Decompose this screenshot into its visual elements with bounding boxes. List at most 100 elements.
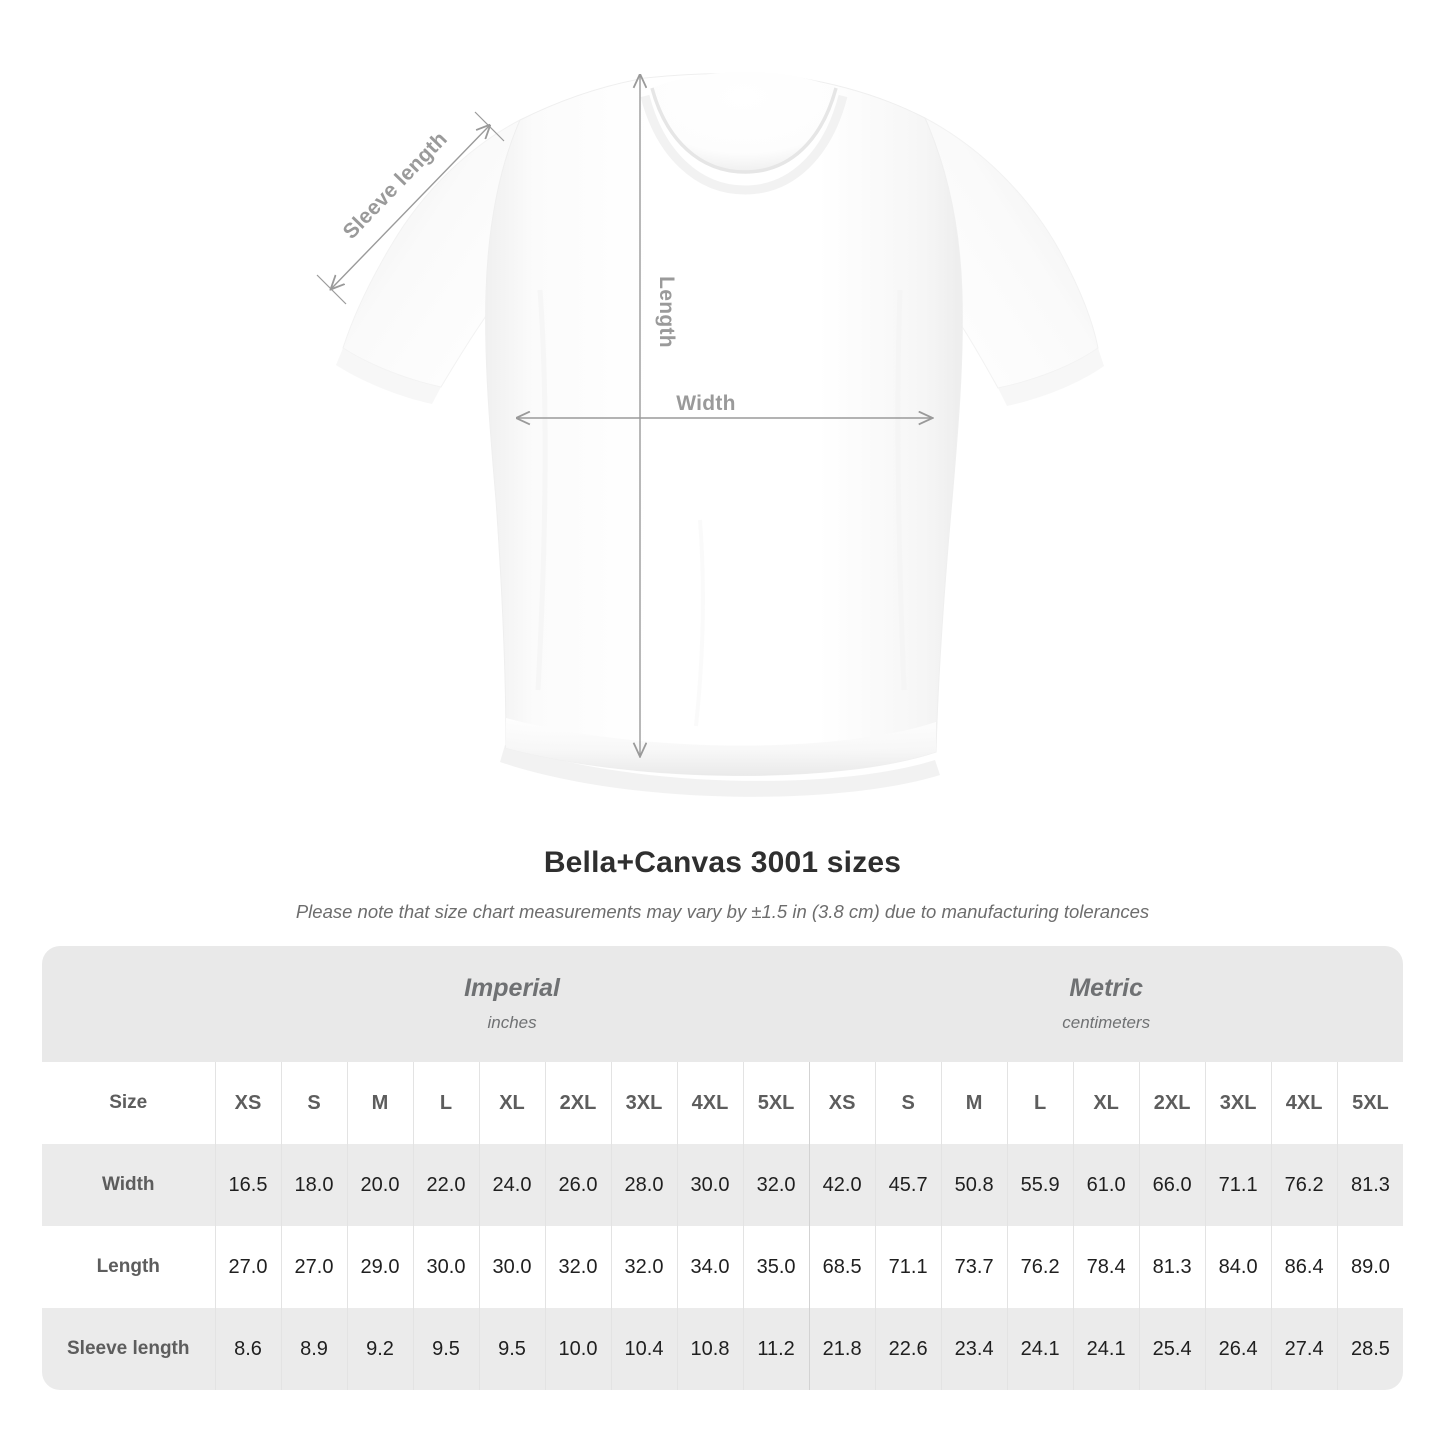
size-chart-table: Imperial inches Metric centimeters Size XS S M L… bbox=[42, 946, 1404, 1390]
collar-opening bbox=[652, 72, 836, 172]
cell-width-imperial-m: 20.0 bbox=[346, 1144, 413, 1226]
cell-width-metric-2xl: 66.0 bbox=[1138, 1144, 1206, 1226]
title-block: Bella+Canvas 3001 sizes Please note that… bbox=[0, 845, 1445, 923]
cell-length-metric-m: 73.7 bbox=[940, 1226, 1008, 1308]
column-header-metric-2xl: 2XL bbox=[1138, 1062, 1206, 1144]
column-header-metric-s: S bbox=[874, 1062, 942, 1144]
cell-sleeve-length-metric-2xl: 25.4 bbox=[1138, 1308, 1206, 1390]
table-row: Width 16.5 18.0 20.0 22.0 24.0 26.0 28.0 30.0 32.… bbox=[42, 1144, 1404, 1226]
right-sleeve-hem bbox=[998, 348, 1104, 406]
collar-rib-outer bbox=[640, 94, 848, 195]
unit-group-sub: centimeters bbox=[1062, 1013, 1151, 1033]
column-header-metric-l: L bbox=[1006, 1062, 1074, 1144]
unit-group-imperial: Imperial inches bbox=[215, 946, 810, 1062]
bottom-hem bbox=[506, 718, 936, 776]
cell-length-imperial-3xl: 32.0 bbox=[610, 1226, 677, 1308]
unit-header-row: Imperial inches Metric centimeters bbox=[42, 946, 1404, 1062]
cell-width-metric-l: 55.9 bbox=[1006, 1144, 1074, 1226]
width-label: Width bbox=[676, 392, 736, 415]
cell-sleeve-length-imperial-3xl: 10.4 bbox=[610, 1308, 677, 1390]
column-header-imperial-m: M bbox=[346, 1062, 413, 1144]
column-header-metric-xs: XS bbox=[808, 1062, 876, 1144]
column-header-metric-3xl: 3XL bbox=[1204, 1062, 1272, 1144]
cell-length-metric-s: 71.1 bbox=[874, 1226, 942, 1308]
cell-length-imperial-s: 27.0 bbox=[280, 1226, 347, 1308]
cell-sleeve-length-imperial-2xl: 10.0 bbox=[544, 1308, 611, 1390]
cell-width-imperial-3xl: 28.0 bbox=[610, 1144, 677, 1226]
cell-sleeve-length-imperial-5xl: 11.2 bbox=[742, 1308, 810, 1390]
column-header-metric-xl: XL bbox=[1072, 1062, 1140, 1144]
sleeve-tick-top bbox=[474, 111, 505, 142]
cell-sleeve-length-imperial-4xl: 10.8 bbox=[676, 1308, 743, 1390]
left-sleeve-hem bbox=[336, 348, 441, 404]
cell-length-imperial-5xl: 35.0 bbox=[742, 1226, 810, 1308]
unit-group-metric: Metric centimeters bbox=[809, 946, 1404, 1062]
cell-width-metric-5xl: 81.3 bbox=[1336, 1144, 1404, 1226]
column-header-imperial-3xl: 3XL bbox=[610, 1062, 677, 1144]
cell-sleeve-length-imperial-l: 9.5 bbox=[412, 1308, 479, 1390]
column-header-imperial-xs: XS bbox=[214, 1062, 281, 1144]
cell-length-imperial-l: 30.0 bbox=[412, 1226, 479, 1308]
cell-length-imperial-xs: 27.0 bbox=[214, 1226, 281, 1308]
cell-sleeve-length-imperial-m: 9.2 bbox=[346, 1308, 413, 1390]
cell-sleeve-length-metric-l: 24.1 bbox=[1006, 1308, 1074, 1390]
cell-length-imperial-4xl: 34.0 bbox=[676, 1226, 743, 1308]
cell-length-metric-xl: 78.4 bbox=[1072, 1226, 1140, 1308]
shirt-body bbox=[485, 73, 963, 777]
fold-right bbox=[895, 289, 907, 691]
column-header-imperial-2xl: 2XL bbox=[544, 1062, 611, 1144]
right-sleeve bbox=[921, 117, 1099, 389]
sleeve-tick-bottom bbox=[316, 274, 347, 305]
row-label-sleeve-length: Sleeve length bbox=[42, 1308, 215, 1390]
cell-sleeve-length-imperial-xs: 8.6 bbox=[214, 1308, 281, 1390]
cell-width-metric-xl: 61.0 bbox=[1072, 1144, 1140, 1226]
cell-length-metric-5xl: 89.0 bbox=[1336, 1226, 1404, 1308]
cell-sleeve-length-imperial-xl: 9.5 bbox=[478, 1308, 545, 1390]
cell-width-imperial-2xl: 26.0 bbox=[544, 1144, 611, 1226]
cell-sleeve-length-metric-4xl: 27.4 bbox=[1270, 1308, 1338, 1390]
cell-length-metric-l: 76.2 bbox=[1006, 1226, 1074, 1308]
cell-sleeve-length-metric-s: 22.6 bbox=[874, 1308, 942, 1390]
row-label-length: Length bbox=[42, 1226, 215, 1308]
cell-width-metric-s: 45.7 bbox=[874, 1144, 942, 1226]
unit-group-name: Imperial bbox=[464, 973, 560, 1002]
unit-band-spacer bbox=[42, 946, 215, 1062]
column-header-imperial-5xl: 5XL bbox=[742, 1062, 810, 1144]
cell-sleeve-length-metric-5xl: 28.5 bbox=[1336, 1308, 1404, 1390]
unit-group-name: Metric bbox=[1069, 973, 1143, 1002]
cell-length-imperial-xl: 30.0 bbox=[478, 1226, 545, 1308]
cell-width-imperial-4xl: 30.0 bbox=[676, 1144, 743, 1226]
size-column-header: Size bbox=[42, 1062, 215, 1144]
cell-width-metric-4xl: 76.2 bbox=[1270, 1144, 1338, 1226]
column-header-imperial-4xl: 4XL bbox=[676, 1062, 743, 1144]
row-label-width: Width bbox=[42, 1144, 215, 1226]
size-chart-table-wrapper: Imperial inches Metric centimeters Size XS S M L… bbox=[42, 946, 1404, 1390]
tshirt-measurement-diagram: Length Width Sleeve length bbox=[316, 72, 1104, 797]
cell-length-imperial-2xl: 32.0 bbox=[544, 1226, 611, 1308]
column-header-imperial-l: L bbox=[412, 1062, 479, 1144]
column-header-metric-5xl: 5XL bbox=[1336, 1062, 1404, 1144]
table-row: Length 27.0 27.0 29.0 30.0 30.0 32.0 32.0 34.0 35… bbox=[42, 1226, 1404, 1308]
fold-center bbox=[694, 519, 705, 727]
cell-sleeve-length-metric-m: 23.4 bbox=[940, 1308, 1008, 1390]
cell-width-imperial-l: 22.0 bbox=[412, 1144, 479, 1226]
cell-length-metric-4xl: 86.4 bbox=[1270, 1226, 1338, 1308]
cell-width-imperial-5xl: 32.0 bbox=[742, 1144, 810, 1226]
length-label: Length bbox=[655, 276, 678, 348]
column-header-metric-m: M bbox=[940, 1062, 1008, 1144]
table-row: Sleeve length 8.6 8.9 9.2 9.5 9.5 10.0 10.4 10.8… bbox=[42, 1308, 1404, 1390]
cell-length-metric-xs: 68.5 bbox=[808, 1226, 876, 1308]
cell-sleeve-length-metric-3xl: 26.4 bbox=[1204, 1308, 1272, 1390]
fold-left bbox=[535, 289, 548, 691]
cell-length-metric-3xl: 84.0 bbox=[1204, 1226, 1272, 1308]
cell-width-metric-xs: 42.0 bbox=[808, 1144, 876, 1226]
tshirt-graphic bbox=[336, 72, 1104, 797]
collar-rib bbox=[650, 87, 838, 174]
cell-sleeve-length-metric-xs: 21.8 bbox=[808, 1308, 876, 1390]
page-title: Bella+Canvas 3001 sizes bbox=[543, 846, 902, 879]
cell-width-imperial-xl: 24.0 bbox=[478, 1144, 545, 1226]
cell-width-imperial-xs: 16.5 bbox=[214, 1144, 281, 1226]
cell-width-imperial-s: 18.0 bbox=[280, 1144, 347, 1226]
page-subtitle: Please note that size chart measurements… bbox=[295, 901, 1150, 922]
column-header-row: Size XS S M L XL 2XL 3XL 4XL 5XL XS S M L XL 2XL 3XL 4XL 5… bbox=[42, 1062, 1404, 1144]
